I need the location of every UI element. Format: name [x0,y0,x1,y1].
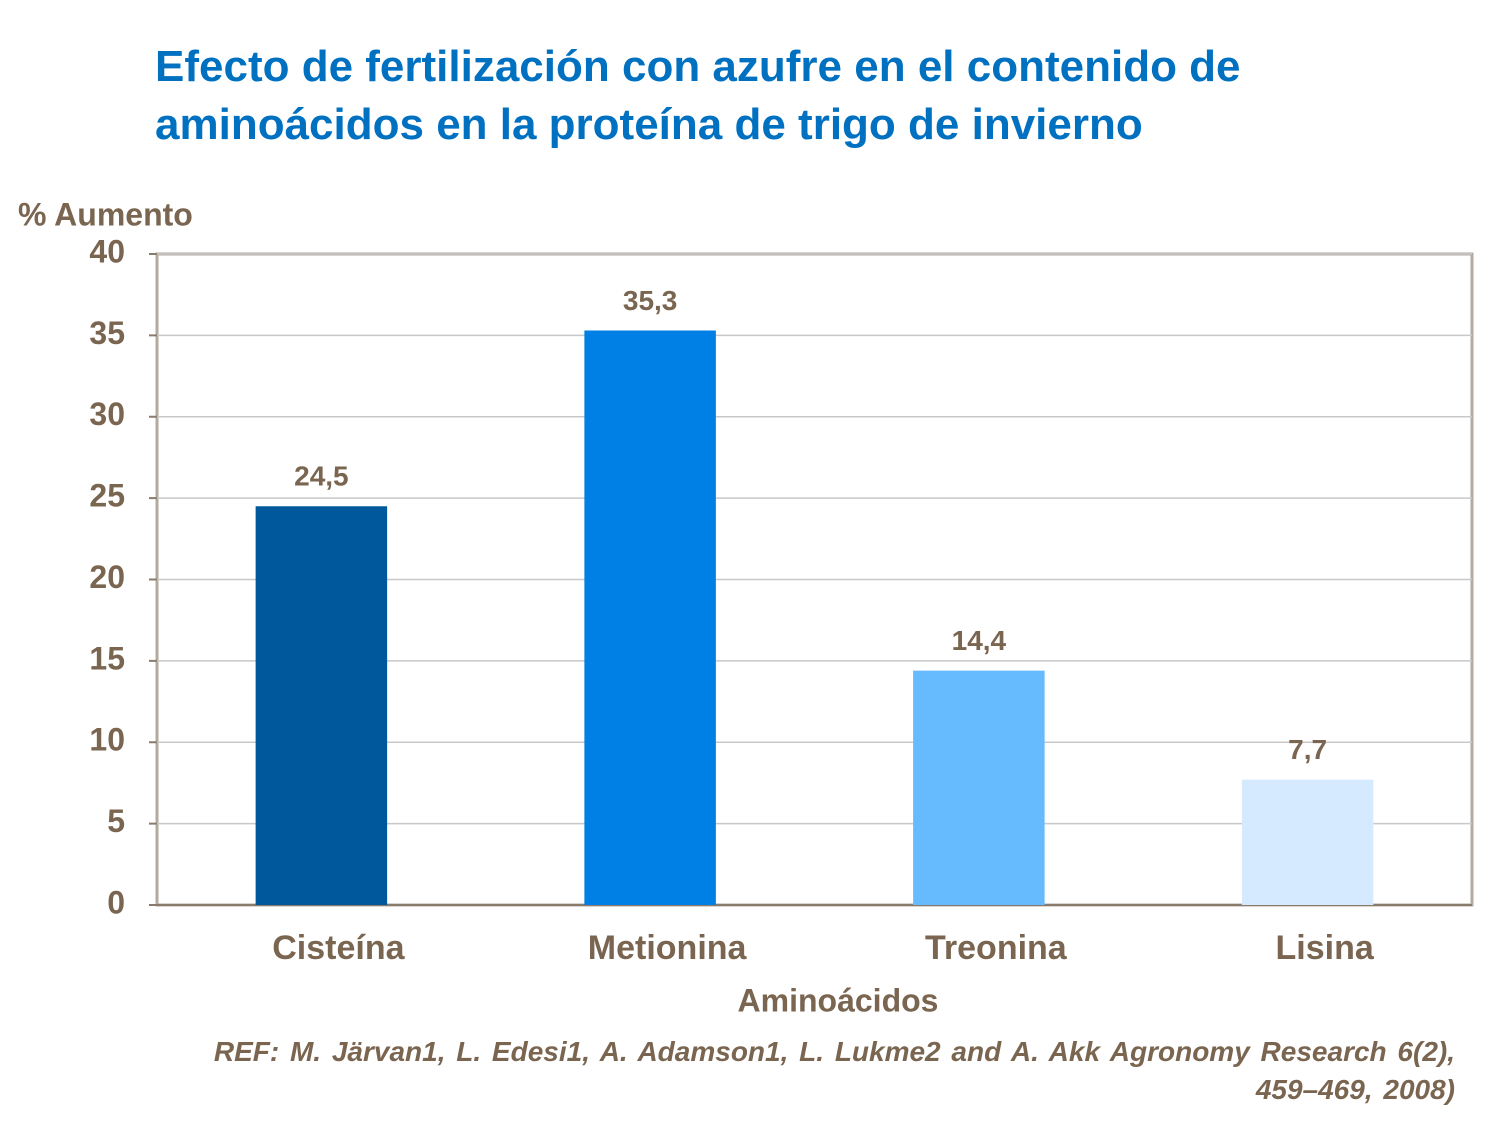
y-axis-title: % Aumento [18,196,193,232]
y-tick-label: 25 [89,478,125,514]
y-tick-label: 30 [89,396,125,432]
chart-title: Efecto de fertilización con azufre en el… [155,42,1241,149]
x-tick-label: Cisteína [272,929,405,967]
bar [584,330,716,905]
y-tick-label: 10 [89,722,125,758]
x-tick-label: Metionina [588,929,748,967]
y-tick-label: 5 [107,803,125,839]
value-label: 35,3 [623,285,678,316]
y-tick-label: 20 [89,559,125,595]
value-label: 14,4 [952,625,1007,656]
x-tick-label: Lisina [1276,929,1375,967]
x-axis-title: Aminoácidos [738,982,939,1018]
bar [1241,779,1374,905]
y-tick-label: 40 [89,233,125,269]
value-label: 24,5 [294,461,349,492]
value-label: 7,7 [1288,734,1327,765]
reference: REF: M. Järvan1, L. Edesi1, A. Adamson1,… [213,1036,1455,1105]
y-tick-label: 35 [89,315,125,351]
y-tick-label: 15 [89,640,125,676]
x-tick-label: Treonina [925,929,1068,967]
bar [913,670,1045,905]
y-tick-label: 0 [107,884,125,920]
bar [255,506,388,905]
